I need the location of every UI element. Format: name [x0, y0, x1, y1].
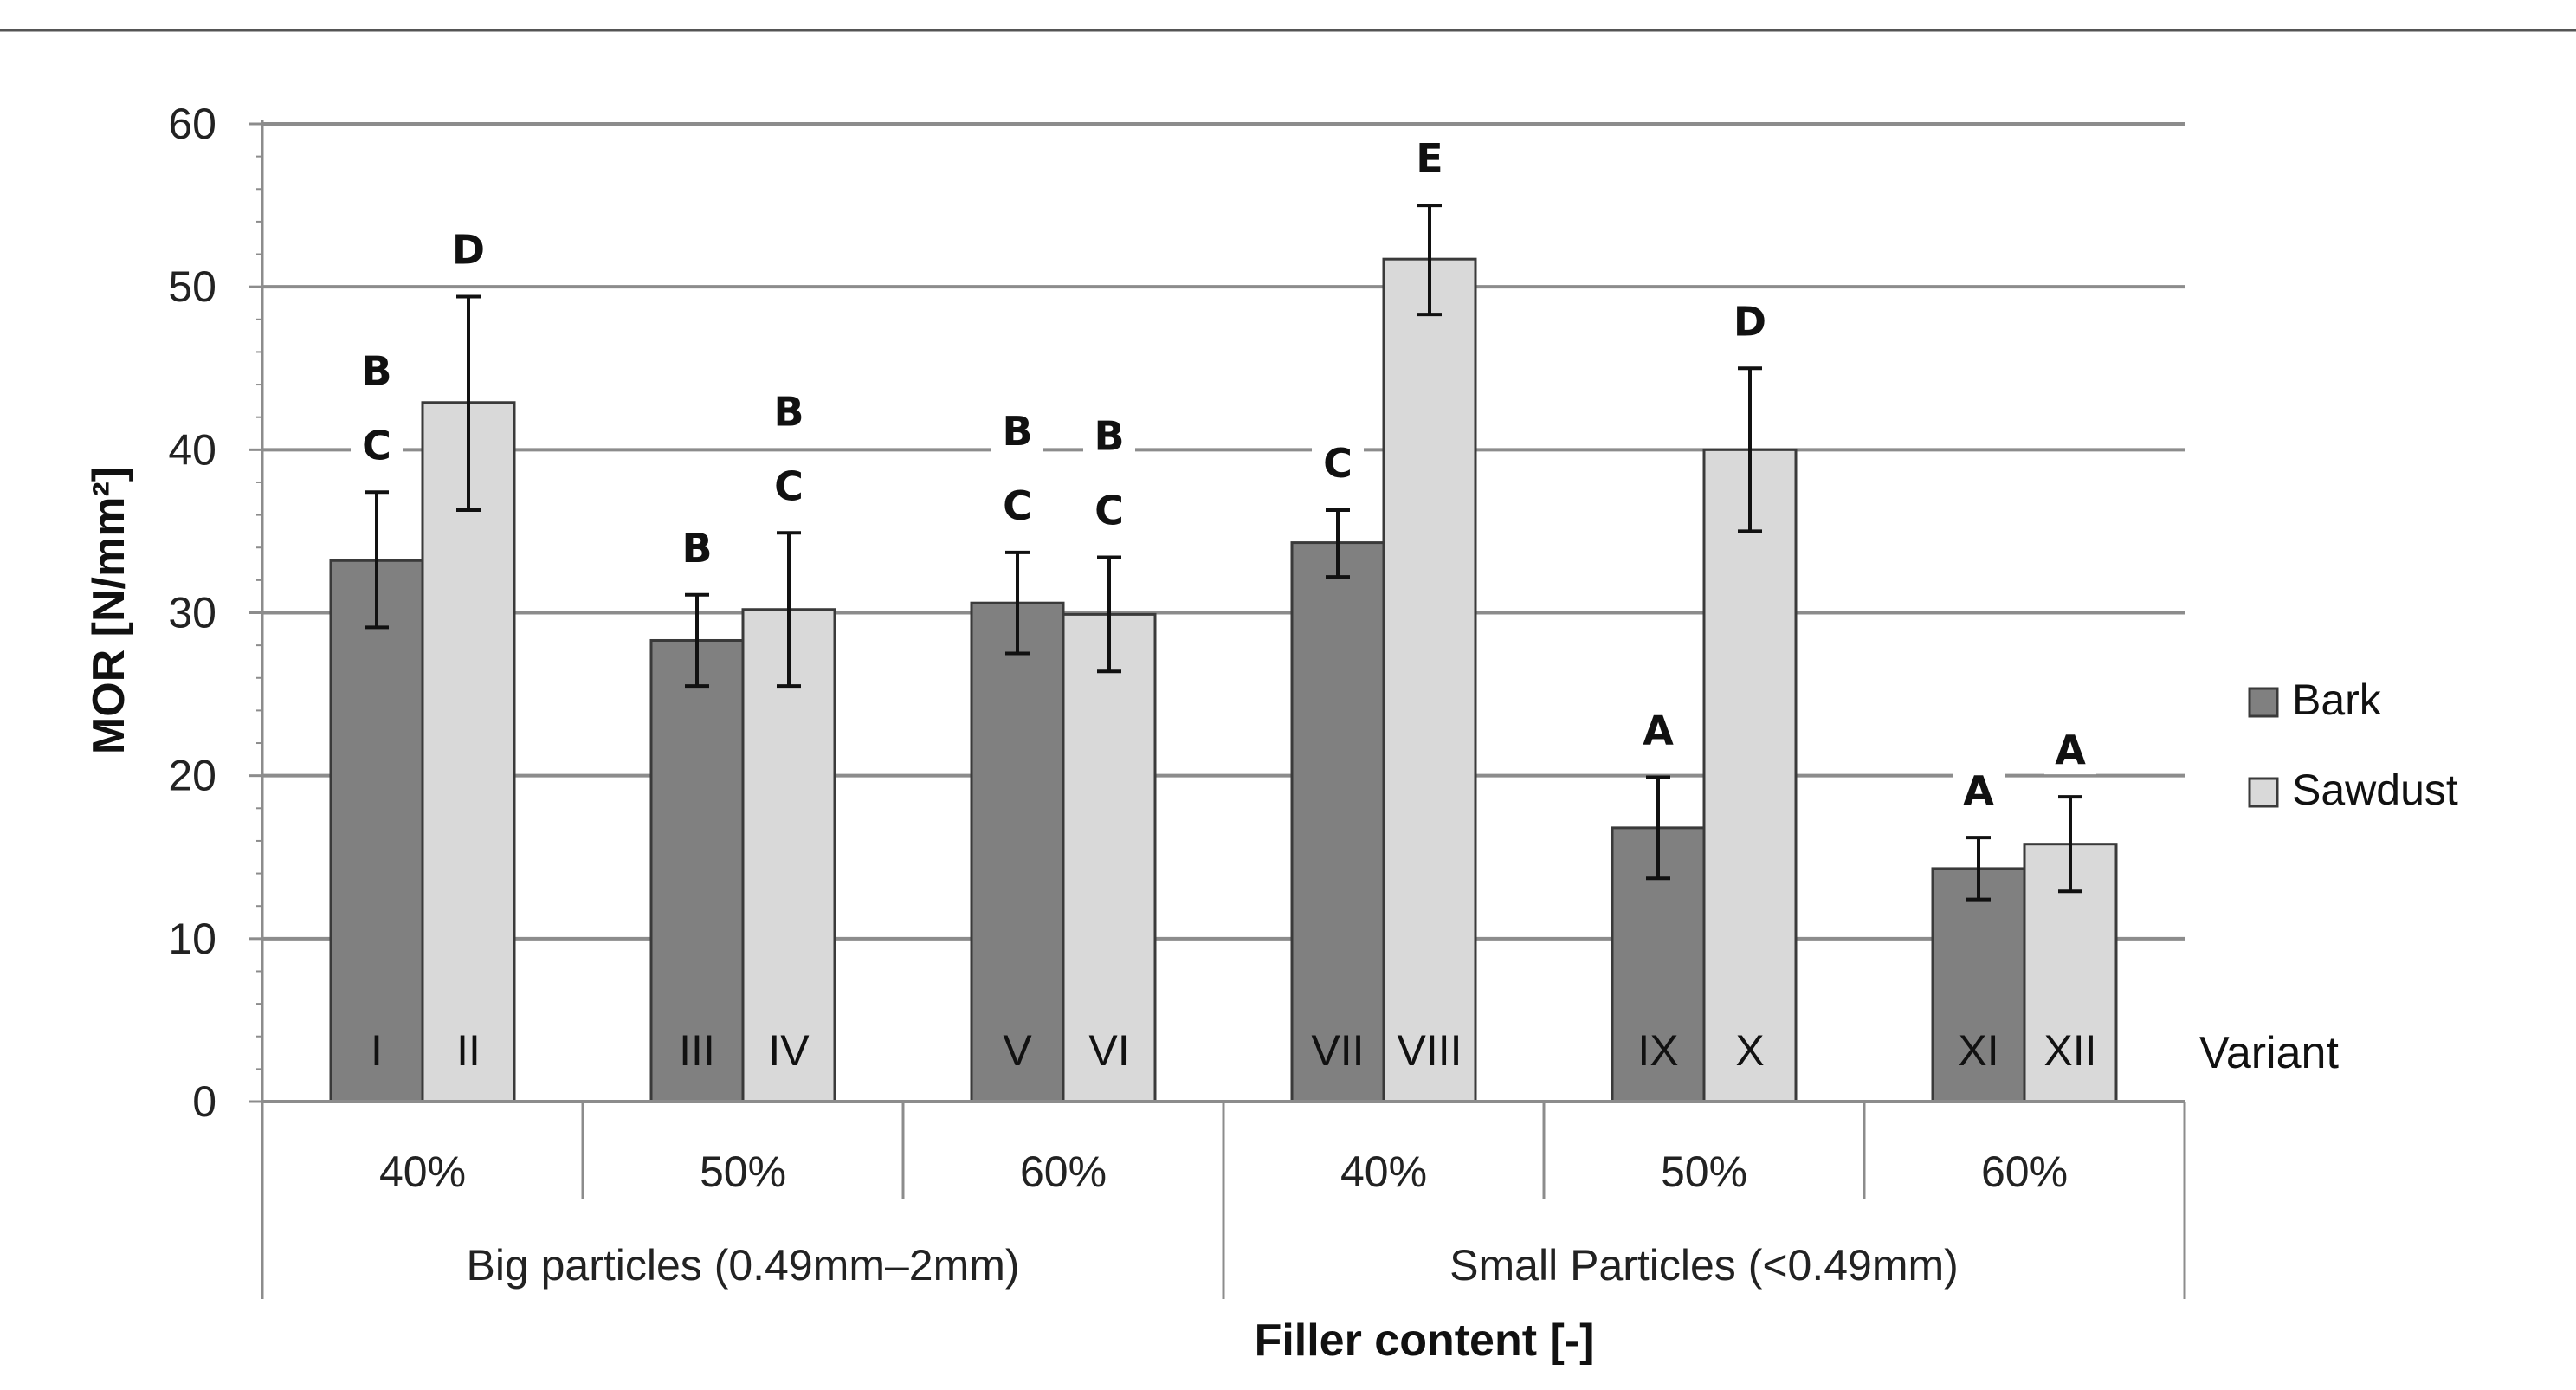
- legend-swatch: [2248, 687, 2279, 718]
- significance-bg: [1083, 486, 1135, 535]
- y-tick-label: 30: [168, 589, 216, 637]
- y-tick-label: 20: [168, 752, 216, 800]
- y-tick-label: 60: [168, 100, 216, 148]
- legend: Bark Sawdust: [2248, 676, 2458, 814]
- significance-letter: B: [681, 525, 712, 572]
- significance-letter: A: [1643, 708, 1674, 754]
- significance-letter: B: [773, 388, 804, 435]
- variant-label: V: [1003, 1026, 1032, 1075]
- error-bars: [365, 204, 2082, 902]
- significance-bg: [763, 387, 815, 436]
- variant-label: I: [371, 1026, 383, 1075]
- significance-bg: [1083, 411, 1135, 461]
- bar-sawdust-2: [741, 608, 836, 1103]
- gridlines: [262, 122, 2185, 941]
- significance-letter: C: [1094, 488, 1124, 534]
- variant-label: II: [456, 1026, 481, 1075]
- y-tick-label: 10: [168, 915, 216, 963]
- variant-label: XI: [1958, 1026, 1998, 1075]
- variant-label: X: [1735, 1026, 1764, 1075]
- legend-label: Bark: [2292, 676, 2382, 724]
- variant-label: XII: [2043, 1026, 2096, 1075]
- variant-label: III: [679, 1026, 715, 1075]
- bar-bark-3: [970, 601, 1065, 1103]
- significance-letter: D: [1733, 298, 1766, 345]
- significance-bg: [2044, 726, 2096, 775]
- significance-bg: [991, 481, 1043, 530]
- significance-bg: [351, 346, 403, 396]
- labels: ICBIIIBVCBVIICIXAXIAIIDIVCBVICBVIIIEXDXI…: [84, 134, 2339, 1366]
- legend-label: Sawdust: [2292, 766, 2458, 814]
- variant-label: VII: [1311, 1026, 1364, 1075]
- significance-letter: C: [1003, 482, 1032, 529]
- significance-letter: A: [2055, 727, 2086, 773]
- category-label: 60%: [1020, 1148, 1107, 1196]
- variant-label: VI: [1088, 1026, 1129, 1075]
- significance-letter: A: [1963, 767, 1994, 814]
- significance-bg: [442, 225, 494, 275]
- bar-bark-1: [329, 559, 424, 1103]
- category-label: 40%: [379, 1148, 466, 1196]
- bar-sawdust-5: [1702, 448, 1798, 1103]
- category-label: 40%: [1340, 1148, 1427, 1196]
- category-label: 60%: [1981, 1148, 2068, 1196]
- variant-label: VIII: [1397, 1026, 1462, 1075]
- axes: 0 10 20 30 40 50 60: [168, 100, 2186, 1299]
- significance-letter: B: [1094, 413, 1124, 460]
- significance-letter: C: [774, 462, 804, 509]
- category-label: 50%: [700, 1148, 786, 1196]
- significance-letter: B: [1002, 408, 1032, 455]
- y-tick-label: 0: [192, 1077, 216, 1126]
- x-axis-title: Filler content [-]: [1255, 1316, 1595, 1366]
- significance-bg: [671, 523, 723, 572]
- bar-sawdust-3: [1062, 612, 1157, 1103]
- y-axis-title: MOR [N/mm²]: [84, 467, 134, 754]
- variant-axis-label: Variant: [2199, 1028, 2339, 1078]
- variant-label: IX: [1637, 1026, 1678, 1075]
- significance-bg: [1953, 766, 2005, 816]
- bar-bark-6: [1931, 867, 2026, 1103]
- group-label: Small Particles (<0.49mm): [1449, 1241, 1959, 1290]
- group-label: Big particles (0.49mm–2mm): [466, 1241, 1019, 1290]
- bar-bark-4: [1290, 541, 1385, 1103]
- significance-letter: B: [361, 347, 391, 394]
- significance-bg: [763, 462, 815, 511]
- significance-bg: [991, 406, 1043, 456]
- category-label: 50%: [1661, 1148, 1747, 1196]
- variant-label: IV: [768, 1026, 810, 1075]
- bar-sawdust-4: [1382, 257, 1477, 1103]
- significance-bg: [1724, 297, 1776, 346]
- significance-letter: E: [1416, 135, 1443, 182]
- significance-bg: [1632, 706, 1684, 755]
- y-tick-label: 40: [168, 425, 216, 474]
- y-tick-label: 50: [168, 262, 216, 311]
- significance-letter: D: [452, 226, 485, 273]
- significance-letter: C: [1323, 440, 1353, 487]
- significance-letter: C: [362, 422, 391, 469]
- significance-bg: [1404, 134, 1456, 184]
- bar-sawdust-1: [421, 401, 516, 1103]
- bar-sawdust-6: [2023, 843, 2118, 1103]
- significance-bg: [351, 421, 403, 470]
- significance-bg: [1312, 438, 1364, 488]
- bars: [329, 257, 2118, 1103]
- legend-swatch: [2248, 777, 2279, 808]
